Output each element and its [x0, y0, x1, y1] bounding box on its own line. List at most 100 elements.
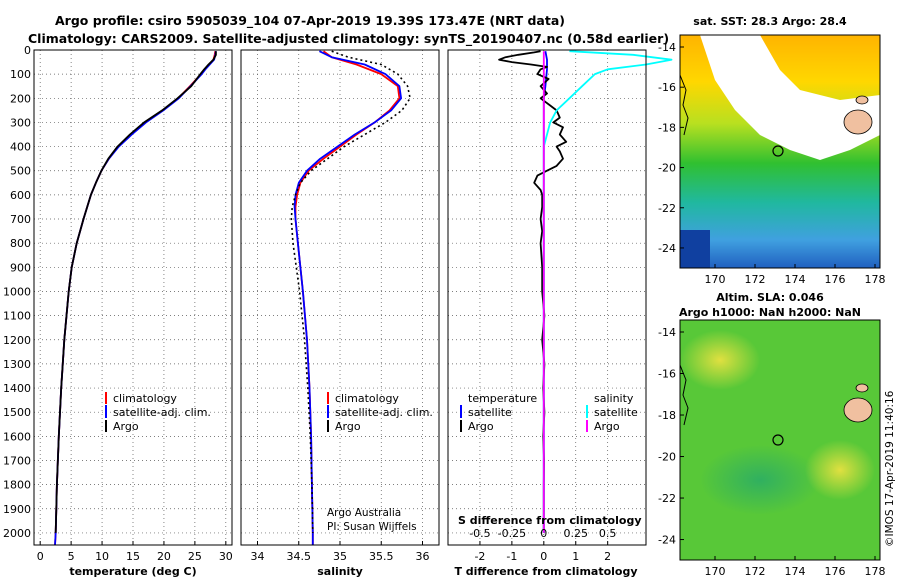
coastline	[680, 364, 689, 426]
lat-tick-label: -22	[658, 492, 676, 505]
depth-tick-label: 1800	[3, 479, 31, 492]
s-tick-label: 0	[540, 527, 547, 540]
depth-tick-label: 700	[10, 213, 31, 226]
lon-tick-label: 172	[745, 565, 766, 578]
x-tick-label: 0	[37, 550, 44, 563]
lon-tick-label: 178	[865, 565, 886, 578]
figure-title-line2: Climatology: CARS2009. Satellite-adjuste…	[28, 31, 669, 47]
sst-cloud-mask	[700, 35, 880, 160]
series-line-satellite-adj-clim-	[54, 51, 217, 546]
salinity-legend: climatology satellite-adj. clim. Argo	[327, 392, 433, 433]
sla-map: Altim. SLA: 0.046 Argo h1000: NaN h2000:…	[658, 291, 885, 578]
t-difference-axis-label: T difference from climatology	[454, 565, 637, 578]
lat-tick-label: -16	[658, 81, 676, 94]
depth-tick-label: 1100	[3, 310, 31, 323]
difference-panel: -2 -1 0 1 2 -0.5 -0.25 0 0.25 0.5 S difference f…	[447, 49, 673, 578]
legend-label-argo: Argo	[335, 420, 361, 433]
sla-high-anomaly	[680, 330, 760, 390]
x-tick-label: 30	[219, 550, 233, 563]
sst-map-title: sat. SST: 28.3 Argo: 28.4	[693, 15, 847, 28]
lat-tick-label: -24	[658, 242, 676, 255]
sst-map-frame	[679, 34, 881, 269]
legend-label-s-satellite: satellite	[594, 406, 638, 419]
island-land	[855, 95, 869, 105]
lon-tick-label: 170	[705, 273, 726, 286]
depth-tick-label: 900	[10, 261, 31, 274]
s-tick-label: 0.25	[563, 527, 588, 540]
s-tick-label: -0.25	[498, 527, 526, 540]
temperature-axis-label: temperature (deg C)	[69, 565, 196, 578]
sla-lon-labels: 170 172 174 176 178	[705, 556, 886, 578]
depth-tick-label: 800	[10, 237, 31, 250]
x-tick-label: 20	[157, 550, 171, 563]
series-line-argo	[290, 50, 411, 533]
x-tick-label: 35.5	[369, 550, 394, 563]
temperature-legend: climatology satellite-adj. clim. Argo	[105, 392, 211, 433]
depth-tick-label: 1000	[3, 285, 31, 298]
legend-heading-salinity: salinity	[594, 392, 634, 405]
lon-tick-label: 174	[785, 273, 806, 286]
coastline	[680, 74, 689, 136]
lat-tick-label: -24	[658, 534, 676, 547]
lat-tick-label: -14	[658, 41, 676, 54]
lon-tick-label: 170	[705, 565, 726, 578]
legend-label-climatology: climatology	[335, 392, 399, 405]
difference-profile-lines	[498, 50, 673, 533]
lon-tick-label: 178	[865, 273, 886, 286]
depth-tick-label: 1200	[3, 334, 31, 347]
temperature-panel: 0100200300400500600700800900100011001200…	[3, 44, 233, 578]
salinity-panel: 34 34.5 35 35.5 36 salinity climatology sate…	[240, 49, 440, 578]
series-line-argo	[54, 51, 217, 533]
difference-legend: temperature satellite Argo salinity sate…	[460, 392, 638, 433]
s-difference-tick-labels: -0.5 -0.25 0 0.25 0.5	[469, 527, 616, 540]
temperature-profile-lines	[54, 51, 217, 546]
depth-tick-label: 1600	[3, 430, 31, 443]
depth-tick-label: 200	[10, 92, 31, 105]
sst-lon-labels: 170 172 174 176 178	[705, 264, 886, 286]
s-tick-label: -0.5	[469, 527, 490, 540]
depth-tick-label: 0	[24, 44, 31, 57]
sst-cold-patch	[680, 230, 710, 268]
sla-map-frame	[679, 319, 881, 561]
series-line-salinity-satellite	[542, 50, 673, 533]
credit-pi: PI: Susan Wijffels	[327, 521, 417, 533]
difference-plot-frame	[447, 49, 647, 546]
lat-tick-label: -22	[658, 202, 676, 215]
salinity-gridlines	[241, 49, 439, 545]
figure-title-line1: Argo profile: csiro 5905039_104 07-Apr-2…	[55, 13, 565, 29]
depth-tick-label: 500	[10, 165, 31, 178]
depth-tick-label: 1400	[3, 382, 31, 395]
s-difference-axis-label: S difference from climatology	[458, 514, 642, 527]
depth-tick-label: 300	[10, 116, 31, 129]
x-tick-label: 34	[251, 550, 265, 563]
x-tick-label: 36	[416, 550, 430, 563]
lon-tick-label: 176	[825, 565, 846, 578]
x-tick-label: 2	[604, 550, 611, 563]
x-tick-label: 25	[188, 550, 202, 563]
island-land	[855, 383, 869, 393]
salinity-axis-label: salinity	[317, 565, 363, 578]
x-tick-label: 5	[68, 550, 75, 563]
legend-heading-temperature: temperature	[468, 392, 537, 405]
lat-tick-label: -20	[658, 451, 676, 464]
difference-gridlines	[448, 49, 646, 545]
x-tick-label: 10	[95, 550, 109, 563]
salinity-profile-lines	[290, 50, 411, 545]
temperature-tick-labels: 0 5 10 15 20 25 30	[37, 541, 233, 563]
legend-label-argo: Argo	[113, 420, 139, 433]
sla-map-title-1: Altim. SLA: 0.046	[716, 291, 824, 304]
series-line-climatology	[54, 51, 217, 546]
imos-timestamp: ©IMOS 17-Apr-2019 11:40:16	[884, 390, 896, 547]
island-land	[843, 109, 873, 135]
depth-tick-label: 1300	[3, 358, 31, 371]
depth-tick-label: 600	[10, 189, 31, 202]
argo-float-marker	[772, 434, 784, 446]
island-land	[843, 397, 873, 423]
depth-tick-labels: 0 100 200 300 400 500 600 700 800 900 1000 1100 1200…	[3, 44, 31, 540]
legend-label-t-argo: Argo	[468, 420, 494, 433]
lat-tick-label: -16	[658, 368, 676, 381]
lon-tick-label: 174	[785, 565, 806, 578]
depth-tick-label: 1500	[3, 406, 31, 419]
legend-label-satellite: satellite-adj. clim.	[113, 406, 211, 419]
temperature-gridlines	[34, 49, 232, 545]
